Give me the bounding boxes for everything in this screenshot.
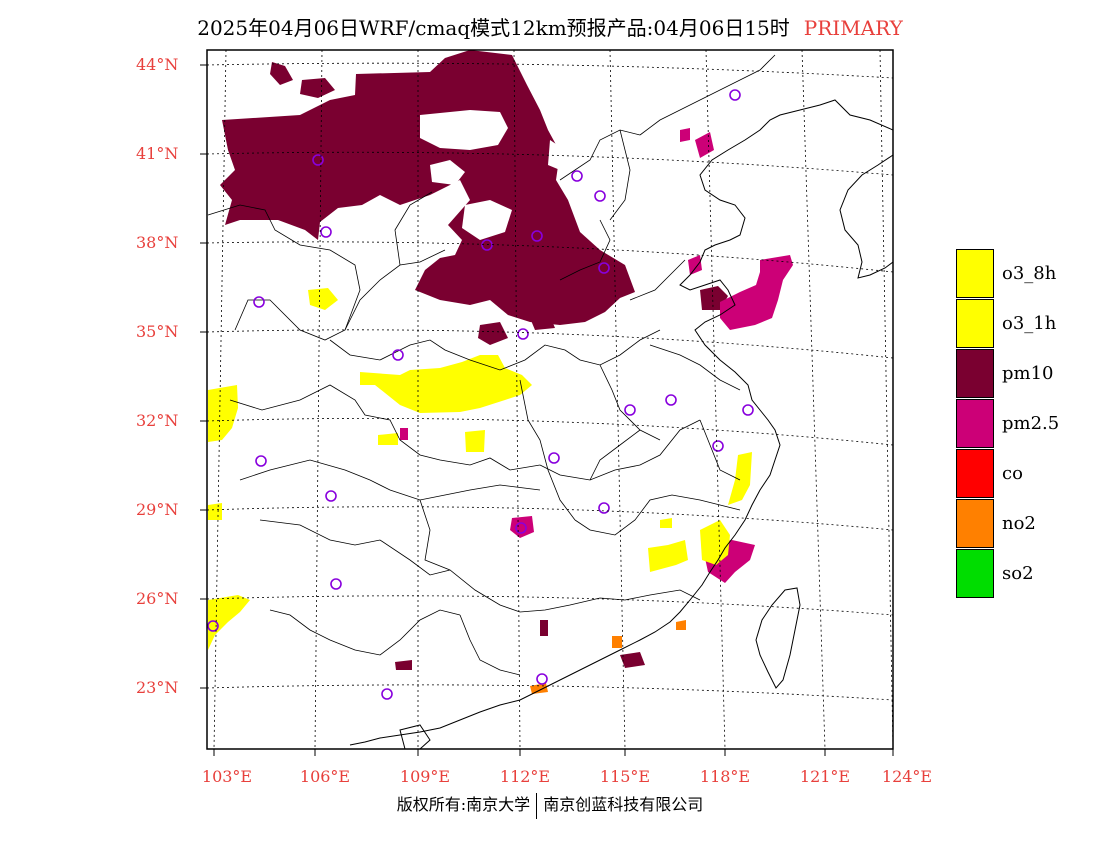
lat-label-26: 26°N [136, 589, 179, 608]
legend-label: so2 [1002, 563, 1034, 584]
legend-label: pm10 [1002, 363, 1054, 384]
legend-swatch [956, 449, 994, 498]
lon-label-109: 109°E [399, 767, 451, 786]
pm25-region-yellow-sea [720, 255, 793, 330]
legend-label: o3_8h [1002, 263, 1057, 284]
city-markers [207, 89, 754, 700]
legend-swatch [956, 549, 994, 598]
pm10-region-north [220, 50, 635, 325]
legend-label: co [1002, 463, 1023, 484]
lat-label-23: 23°N [136, 678, 179, 697]
lon-label-115: 115°E [599, 767, 651, 786]
lat-label-29: 29°N [136, 500, 179, 519]
lat-label-41: 41°N [136, 144, 179, 163]
lat-label-44: 44°N [136, 55, 179, 74]
legend-swatch [956, 299, 994, 348]
lon-label-103: 103°E [201, 767, 253, 786]
copyright-right: 南京创蓝科技有限公司 [543, 795, 704, 814]
legend-label: pm2.5 [1002, 413, 1060, 434]
legend-label: o3_1h [1002, 313, 1057, 334]
legend-label: no2 [1002, 513, 1036, 534]
lat-label-32: 32°N [136, 411, 179, 430]
copyright-left: 版权所有:南京大学 [396, 795, 531, 814]
lon-label-121: 121°E [799, 767, 851, 786]
lat-label-35: 35°N [136, 322, 179, 341]
legend-swatch [956, 399, 994, 448]
legend-swatch [956, 349, 994, 398]
o3-region-central [360, 355, 532, 413]
lon-label-124: 124°E [881, 767, 933, 786]
legend-swatch [956, 249, 994, 298]
lon-label-112: 112°E [499, 767, 551, 786]
map-title: 2025年04月06日WRF/cmaq模式12km预报产品:04月06日15时 P… [0, 12, 1100, 41]
lon-label-106: 106°E [299, 767, 351, 786]
map-frame [206, 49, 894, 750]
legend-swatch [956, 499, 994, 548]
footer-divider [536, 792, 538, 819]
copyright-footer: 版权所有:南京大学 南京创蓝科技有限公司 [0, 791, 1100, 819]
lat-label-38: 38°N [136, 233, 179, 252]
title-product: PRIMARY [803, 16, 903, 40]
title-main: 2025年04月06日WRF/cmaq模式12km预报产品:04月06日15时 [197, 16, 790, 40]
lon-label-118: 118°E [699, 767, 751, 786]
